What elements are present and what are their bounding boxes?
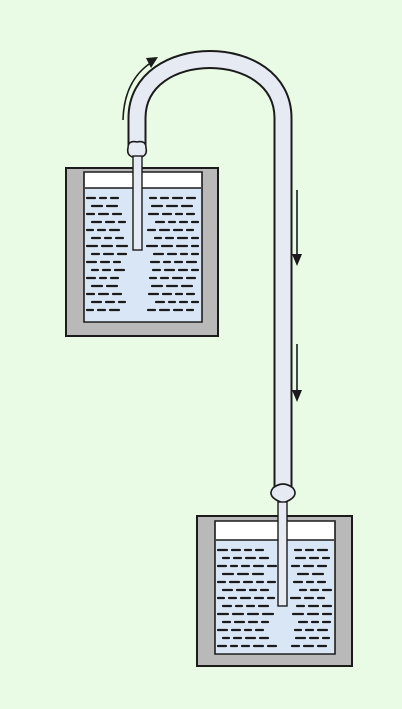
lower-water-dashes	[216, 548, 333, 648]
lower-tube-end	[270, 483, 296, 504]
upper-container	[65, 167, 219, 337]
siphon-tube-fill	[129, 52, 291, 489]
siphon-tube	[126, 50, 296, 607]
curved-arrow-icon	[122, 57, 158, 121]
upper-tube-end	[126, 140, 148, 159]
upper-dip-tube	[132, 155, 143, 251]
upper-water-dashes	[85, 196, 200, 312]
lower-container	[196, 515, 353, 667]
down-arrow-icon	[292, 344, 302, 402]
down-arrow-icon	[292, 190, 302, 266]
lower-dip-tube	[277, 501, 288, 607]
